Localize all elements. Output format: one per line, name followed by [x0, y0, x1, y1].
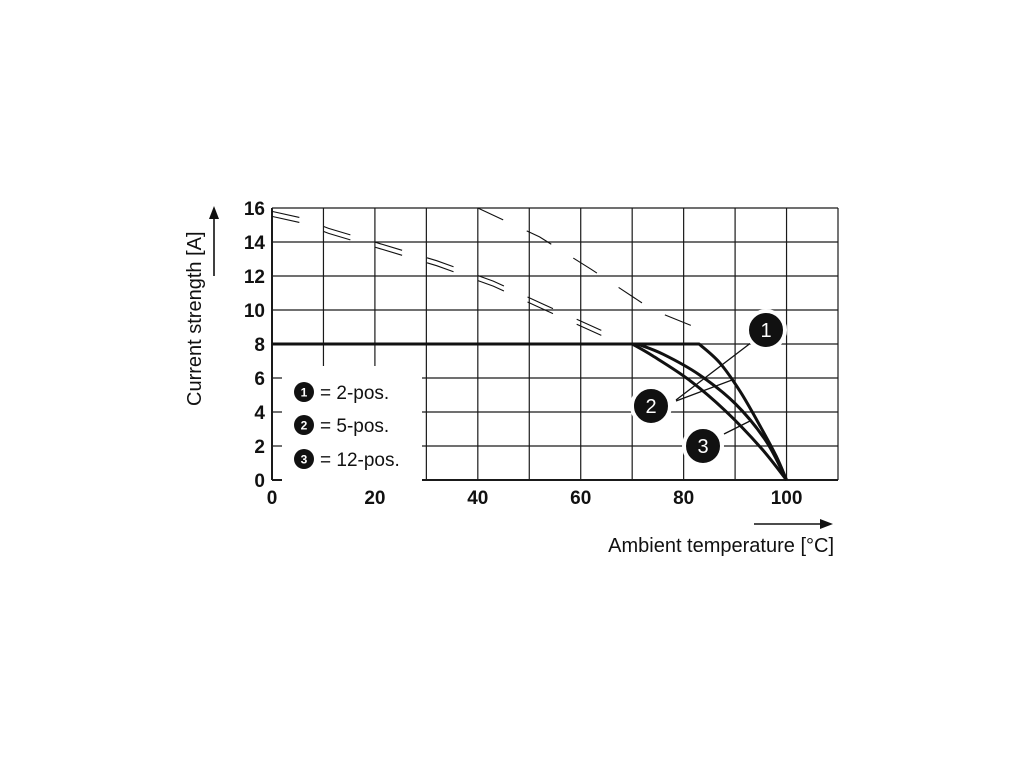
y-tick-label: 12: [244, 267, 265, 288]
legend-marker-1-label: 1: [301, 386, 308, 400]
legend-marker-3: [294, 449, 314, 469]
callouts: 1 2 3: [630, 309, 787, 467]
callout-marker-3: [682, 425, 724, 467]
legend-marker-2: [294, 415, 314, 435]
y-tick-label: 8: [254, 335, 265, 356]
callout-leader-1: [675, 341, 753, 401]
legend: 1 = 2-pos. 2 = 5-pos. 3 = 12-pos.: [282, 366, 422, 481]
x-axis-title-group: Ambient temperature [°C]: [608, 519, 834, 557]
y-axis-title-group: Current strength [A]: [184, 206, 219, 406]
y-tick-label: 16: [244, 199, 265, 220]
series-line-3: [272, 342, 788, 481]
legend-entry-1: 1 = 2-pos.: [294, 382, 389, 404]
callout-marker-2-label: 2: [645, 396, 656, 418]
y-tick-label: 2: [254, 437, 265, 458]
y-tick-label: 14: [244, 233, 266, 254]
legend-label-3: = 12-pos.: [320, 450, 400, 471]
y-tick-label: 6: [254, 369, 265, 390]
callout-leader-2: [675, 379, 733, 402]
y-axis-title: Current strength [A]: [184, 231, 206, 406]
callout-marker-3-label: 3: [697, 436, 708, 458]
dashed-reference-curves: [271, 207, 700, 336]
legend-label-2: = 5-pos.: [320, 416, 389, 437]
callout-marker-1: [745, 309, 787, 351]
callout-marker-1-label: 1: [760, 320, 771, 342]
y-tick-label: 10: [244, 301, 265, 322]
legend-label-1: = 2-pos.: [320, 383, 389, 404]
legend-marker-2-label: 2: [301, 419, 308, 433]
x-tick-label: 40: [467, 488, 488, 509]
dashed-curve-2: [477, 207, 700, 330]
callout-marker-2: [630, 385, 672, 427]
x-tick-labels: 0 20 40 60 80 100: [267, 488, 803, 509]
legend-marker-3-label: 3: [301, 453, 308, 467]
x-axis-title: Ambient temperature [°C]: [608, 535, 834, 557]
x-tick-label: 80: [673, 488, 694, 509]
callout-leader-3: [723, 419, 753, 435]
x-axis-arrow-head: [820, 519, 833, 529]
x-tick-label: 60: [570, 488, 591, 509]
y-tick-label: 4: [254, 403, 265, 424]
x-tick-label: 100: [771, 488, 803, 509]
x-tick-label: 0: [267, 488, 278, 509]
y-tick-label: 0: [254, 471, 265, 492]
dashed-curve-1: [271, 210, 602, 331]
legend-entry-3: 3 = 12-pos.: [294, 449, 400, 471]
dashed-curve-1-double: [271, 215, 602, 336]
y-tick-labels: 0 2 4 6 8 10 12 14 16: [244, 199, 266, 492]
legend-entry-2: 2 = 5-pos.: [294, 415, 389, 437]
y-axis-arrow-head: [209, 206, 219, 219]
x-tick-label: 20: [364, 488, 385, 509]
legend-marker-1: [294, 382, 314, 402]
